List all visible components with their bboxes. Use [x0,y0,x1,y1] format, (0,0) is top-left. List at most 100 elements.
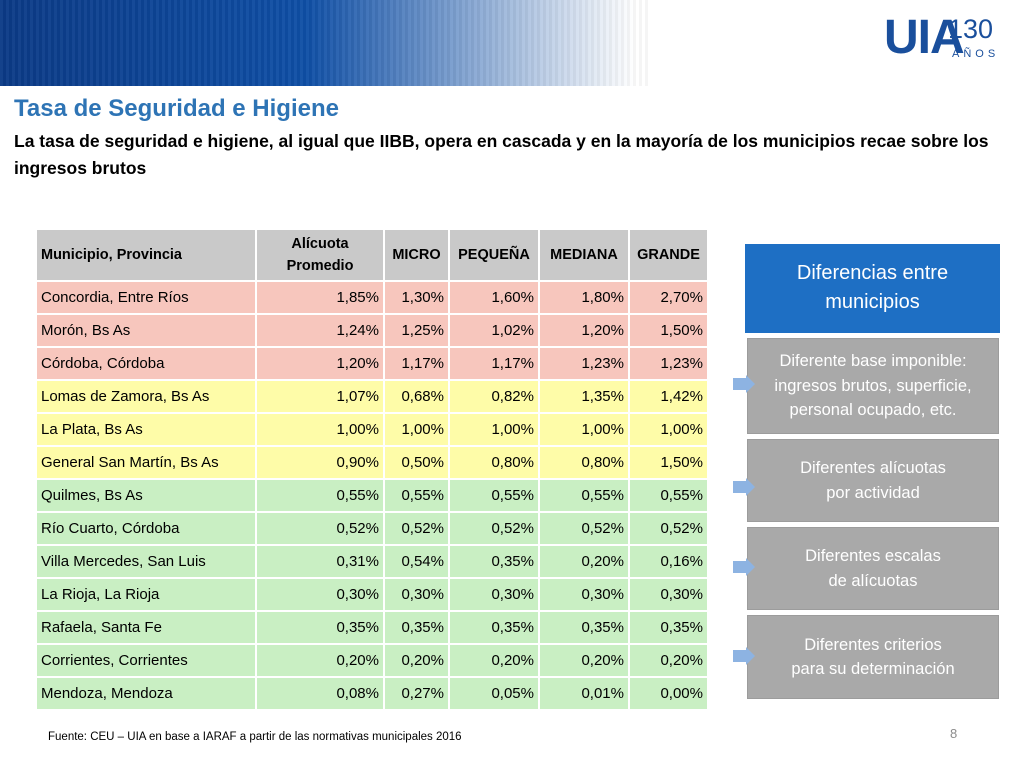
cell-rate: 0,50% [385,447,448,478]
cell-rate: 0,16% [630,546,707,577]
table-row: Rafaela, Santa Fe 0,35% 0,35% 0,35% 0,35% 0,3… [37,612,707,643]
table-row: Lomas de Zamora, Bs As 1,07% 0,68% 0,82% 1,3… [37,381,707,412]
cell-rate: 0,55% [257,480,383,511]
cell-rate: 1,20% [257,348,383,379]
cell-rate: 1,20% [540,315,628,346]
uia-130-logo: UIA 130 AÑOS [884,8,1004,72]
panel-item-line: de alícuotas [828,571,918,590]
cell-rate: 1,00% [540,414,628,445]
cell-rate: 0,54% [385,546,448,577]
cell-rate: 0,30% [450,579,538,610]
panel-item-line: Diferentes escalas [805,547,941,565]
cell-municipio: La Rioja, La Rioja [37,579,255,610]
cell-rate: 0,52% [257,513,383,544]
table-body: Concordia, Entre Ríos 1,85% 1,30% 1,60% 1,80… [37,282,707,709]
panel-heading: Diferencias entre municipios [745,244,1000,333]
cell-rate: 0,68% [385,381,448,412]
header-band-texture [0,0,650,86]
cell-rate: 0,20% [385,645,448,676]
panel-item-base-imponible: Diferente base imponible: ingresos bruto… [747,338,999,434]
rates-table: Municipio, Provincia Alícuota Promedio M… [35,228,709,711]
cell-rate: 0,52% [385,513,448,544]
cell-municipio: General San Martín, Bs As [37,447,255,478]
panel-item-line: personal ocupado, etc. [789,401,957,420]
table-row: Villa Mercedes, San Luis 0,31% 0,54% 0,35% 0… [37,546,707,577]
slide-title: Tasa de Seguridad e Higiene [14,95,339,122]
cell-rate: 0,20% [450,645,538,676]
cell-rate: 1,02% [450,315,538,346]
cell-municipio: Córdoba, Córdoba [37,348,255,379]
panel-heading-line2: municipios [825,291,920,313]
cell-rate: 0,35% [257,612,383,643]
cell-rate: 0,80% [450,447,538,478]
header-micro: MICRO [385,230,448,280]
cell-municipio: Corrientes, Corrientes [37,645,255,676]
cell-rate: 1,25% [385,315,448,346]
cell-rate: 1,80% [540,282,628,313]
cell-rate: 0,35% [540,612,628,643]
table-row: La Plata, Bs As 1,00% 1,00% 1,00% 1,00% 1,00% [37,414,707,445]
cell-rate: 0,20% [257,645,383,676]
cell-rate: 0,08% [257,678,383,709]
cell-rate: 1,42% [630,381,707,412]
cell-rate: 0,30% [630,579,707,610]
cell-rate: 1,23% [540,348,628,379]
cell-rate: 0,55% [630,480,707,511]
header-pequena: PEQUEÑA [450,230,538,280]
panel-item-alicuotas-actividad: Diferentes alícuotas por actividad [747,439,999,522]
cell-rate: 0,35% [385,612,448,643]
table-row: Corrientes, Corrientes 0,20% 0,20% 0,20% 0,2… [37,645,707,676]
header-band [0,0,1024,86]
cell-rate: 0,55% [540,480,628,511]
cell-municipio: Río Cuarto, Córdoba [37,513,255,544]
cell-municipio: Lomas de Zamora, Bs As [37,381,255,412]
table-row: Córdoba, Córdoba 1,20% 1,17% 1,17% 1,23% 1,23… [37,348,707,379]
cell-rate: 0,20% [630,645,707,676]
cell-municipio: Quilmes, Bs As [37,480,255,511]
cell-rate: 1,35% [540,381,628,412]
cell-rate: 0,52% [450,513,538,544]
cell-rate: 0,27% [385,678,448,709]
cell-rate: 0,35% [450,612,538,643]
cell-rate: 1,60% [450,282,538,313]
cell-rate: 0,52% [630,513,707,544]
cell-municipio: Mendoza, Mendoza [37,678,255,709]
cell-rate: 0,20% [540,645,628,676]
panel-item-line: Diferentes criterios [804,635,942,654]
cell-rate: 0,52% [540,513,628,544]
slide-subtitle: La tasa de seguridad e higiene, al igual… [14,131,989,178]
cell-rate: 1,85% [257,282,383,313]
cell-rate: 1,07% [257,381,383,412]
logo-mark: UIA [884,11,965,64]
logo-subtext: AÑOS [952,48,1000,60]
cell-rate: 1,50% [630,315,707,346]
panel-item-line: por actividad [826,483,920,502]
cell-rate: 0,01% [540,678,628,709]
table-row: Morón, Bs As 1,24% 1,25% 1,02% 1,20% 1,50% [37,315,707,346]
header-alicuota-line1: Alícuota [291,236,349,252]
arrow-right-icon [733,375,755,393]
cell-rate: 0,35% [630,612,707,643]
panel-heading-line1: Diferencias entre [796,262,949,284]
page-number: 8 [950,726,958,741]
cell-rate: 1,30% [385,282,448,313]
cell-rate: 1,23% [630,348,707,379]
header-mediana: MEDIANA [540,230,628,280]
cell-rate: 0,82% [450,381,538,412]
cell-rate: 1,00% [450,414,538,445]
header-alicuota-line2: Promedio [286,258,354,274]
cell-rate: 1,00% [385,414,448,445]
logo-number: 130 [948,14,994,44]
source-note: Fuente: CEU – UIA en base a IARAF a part… [48,731,462,743]
table-row: Quilmes, Bs As 0,55% 0,55% 0,55% 0,55% 0,55% [37,480,707,511]
cell-rate: 2,70% [630,282,707,313]
cell-rate: 0,80% [540,447,628,478]
cell-rate: 0,00% [630,678,707,709]
cell-rate: 1,50% [630,447,707,478]
cell-municipio: La Plata, Bs As [37,414,255,445]
header-municipio: Municipio, Provincia [37,230,255,280]
panel-item-line: Diferentes alícuotas [800,459,946,477]
cell-municipio: Concordia, Entre Ríos [37,282,255,313]
panel-item-line: para su determinación [791,660,955,678]
header-alicuota: Alícuota Promedio [257,230,383,280]
